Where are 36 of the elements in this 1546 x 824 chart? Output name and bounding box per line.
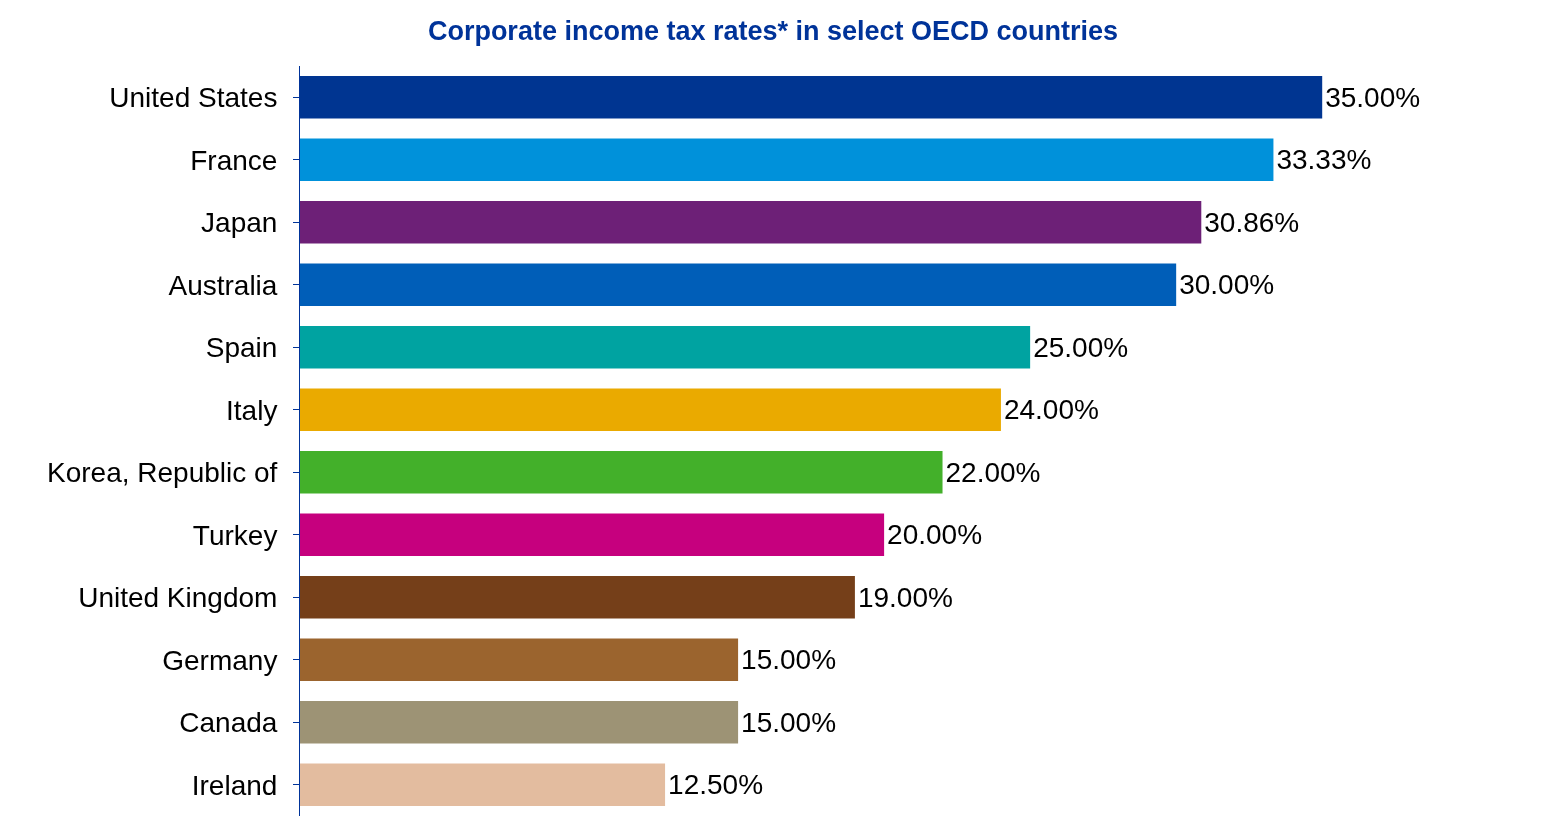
y-tick-label: Japan <box>201 207 278 239</box>
bar <box>300 451 943 494</box>
y-tick-label: Ireland <box>191 769 278 801</box>
bar <box>300 763 666 806</box>
y-tick-label: Spain <box>205 332 278 364</box>
data-label: 33.33% <box>1276 144 1372 176</box>
y-tick-label: Korea, Republic of <box>47 457 278 489</box>
y-tick-label: Italy <box>226 394 278 426</box>
y-tick-label: United Kingdom <box>78 582 278 614</box>
data-label: 30.00% <box>1179 269 1275 301</box>
y-tick-label: France <box>190 144 278 176</box>
y-tick-label: Canada <box>179 707 278 739</box>
data-label: 30.86% <box>1204 206 1300 238</box>
data-label: 20.00% <box>887 519 983 551</box>
data-label: 25.00% <box>1033 331 1129 363</box>
bar <box>300 263 1177 306</box>
bar <box>300 201 1202 244</box>
chart-title: Corporate income tax rates* in select OECD countries <box>427 15 1119 46</box>
y-tick-label: Turkey <box>192 519 278 551</box>
data-label: 22.00% <box>945 456 1041 488</box>
bar <box>300 513 885 556</box>
bar <box>300 576 855 619</box>
y-tick-label: Germany <box>162 644 278 676</box>
bar <box>300 701 739 744</box>
y-tick-label: Australia <box>168 269 278 301</box>
data-label: 15.00% <box>741 644 837 676</box>
y-tick-label: United States <box>109 82 278 114</box>
data-label: 15.00% <box>741 706 837 738</box>
data-label: 12.50% <box>668 769 764 801</box>
data-label: 35.00% <box>1325 81 1421 113</box>
bar <box>300 388 1001 431</box>
data-label: 19.00% <box>857 581 953 613</box>
data-label: 24.00% <box>1003 394 1099 426</box>
bar <box>300 326 1031 369</box>
bar <box>300 138 1274 181</box>
bar <box>300 638 739 681</box>
